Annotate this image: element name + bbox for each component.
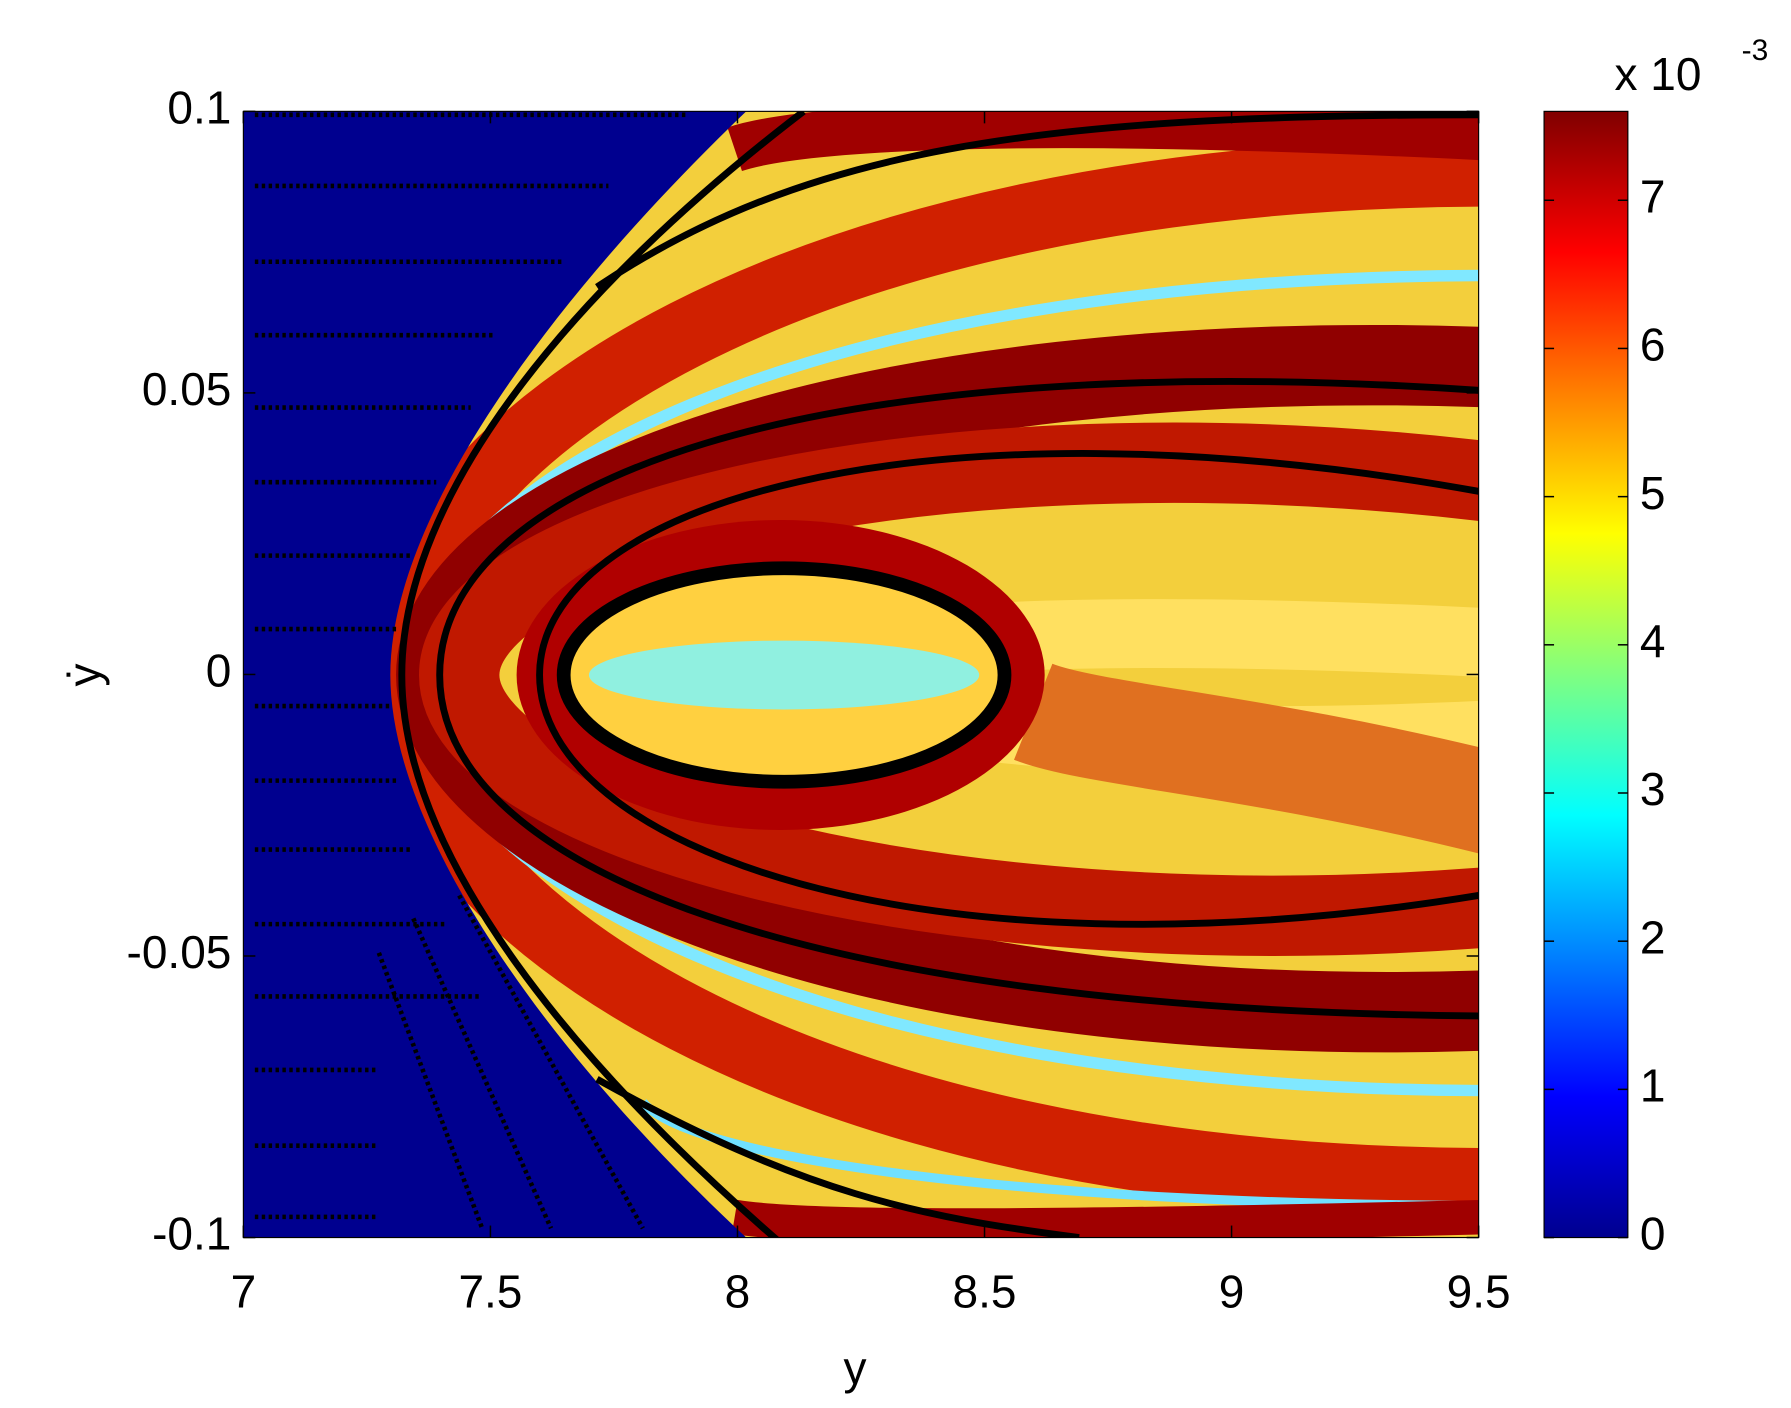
colorbar-tick-label: 7: [1640, 170, 1666, 222]
y-tick-label: 0.05: [142, 363, 232, 415]
x-tick-label: 9.5: [1447, 1266, 1511, 1318]
colorbar-tick-label: 4: [1640, 615, 1666, 667]
x-tick-label: 8.5: [953, 1266, 1017, 1318]
colorbar-tick-label: 6: [1640, 319, 1666, 371]
colorbar-tick-label: 3: [1640, 763, 1666, 815]
x-tick-label: 8: [725, 1266, 751, 1318]
y-tick-label: 0: [206, 645, 232, 697]
colorbar-multiplier: x 10: [1615, 48, 1702, 100]
x-axis-label: y: [844, 1342, 867, 1394]
colorbar-tick-label: 1: [1640, 1060, 1666, 1112]
colorbar-tick-label: 2: [1640, 911, 1666, 963]
colorbar-tick-label: 5: [1640, 467, 1666, 519]
x-tick-label: 7.5: [458, 1266, 522, 1318]
x-tick-label: 7: [231, 1266, 257, 1318]
y-axis-label: ẏ: [58, 664, 110, 687]
colorbar-exponent: -3: [1742, 34, 1769, 67]
colorbar: [1543, 110, 1629, 1239]
y-tick-label: -0.1: [152, 1208, 231, 1260]
y-tick-label: -0.05: [127, 926, 232, 978]
heatmap-field: [242, 110, 1629, 1239]
colorbar-tick-label: 0: [1640, 1208, 1666, 1260]
y-tick-label: 0.1: [167, 82, 231, 134]
x-tick-label: 9: [1219, 1266, 1245, 1318]
